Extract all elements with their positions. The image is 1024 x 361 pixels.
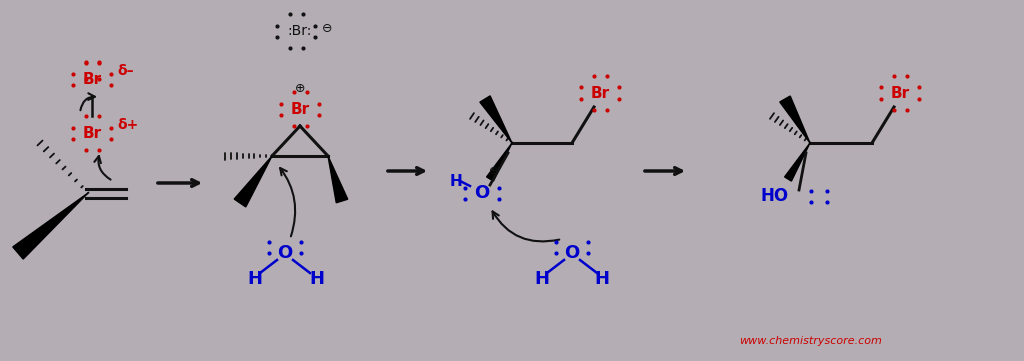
Text: O: O	[564, 244, 580, 262]
Polygon shape	[486, 143, 512, 181]
Polygon shape	[234, 156, 272, 207]
Text: H: H	[595, 270, 609, 288]
Text: O: O	[474, 184, 489, 202]
Polygon shape	[784, 143, 810, 181]
Text: H: H	[450, 174, 463, 188]
Text: H: H	[535, 270, 550, 288]
Text: Br: Br	[291, 101, 309, 117]
Text: δ–: δ–	[117, 64, 133, 78]
Text: H: H	[309, 270, 325, 288]
Text: :Br:: :Br:	[288, 24, 312, 38]
Text: Br: Br	[83, 126, 101, 140]
Polygon shape	[480, 96, 512, 143]
Polygon shape	[12, 193, 88, 259]
Text: H: H	[248, 270, 262, 288]
Text: ⊕: ⊕	[295, 83, 305, 96]
Text: Br: Br	[83, 71, 101, 87]
Text: δ+: δ+	[117, 118, 138, 132]
Polygon shape	[780, 96, 810, 143]
Text: O: O	[278, 244, 293, 262]
Text: ⊕: ⊕	[489, 166, 499, 176]
Text: www.chemistryscore.com: www.chemistryscore.com	[738, 336, 882, 346]
Text: ⊖: ⊖	[322, 22, 332, 35]
Text: HO: HO	[761, 187, 790, 205]
Text: Br: Br	[891, 86, 909, 100]
Text: Br: Br	[591, 86, 609, 100]
Polygon shape	[328, 156, 348, 203]
